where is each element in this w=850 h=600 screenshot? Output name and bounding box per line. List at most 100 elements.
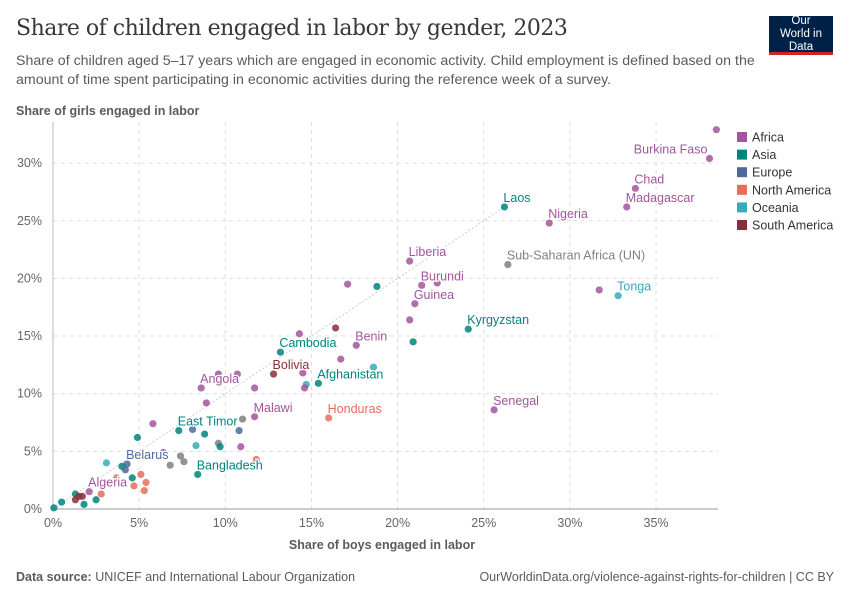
data-point bbox=[130, 482, 138, 490]
x-tick-label: 30% bbox=[557, 516, 582, 530]
source-label: Data source: bbox=[16, 570, 92, 584]
y-tick-label: 15% bbox=[17, 329, 42, 343]
data-point bbox=[214, 370, 223, 378]
data-point bbox=[128, 474, 136, 482]
point-label: Bolivia bbox=[273, 358, 310, 372]
point-label: Laos bbox=[503, 191, 530, 205]
x-tick-label: 15% bbox=[299, 516, 324, 530]
data-point bbox=[149, 420, 157, 428]
data-point bbox=[80, 500, 88, 508]
point-label: Cambodia bbox=[279, 336, 336, 350]
legend-swatch bbox=[737, 132, 747, 142]
point-label: Kyrgyzstan bbox=[467, 313, 529, 327]
data-point bbox=[58, 498, 66, 506]
data-point bbox=[113, 474, 121, 482]
y-tick-label: 10% bbox=[17, 387, 42, 401]
data-point bbox=[78, 492, 86, 500]
data-point bbox=[464, 325, 472, 333]
point-label: Sub-Saharan Africa (UN) bbox=[507, 249, 645, 263]
legend-swatch bbox=[737, 202, 747, 213]
data-point bbox=[369, 363, 378, 371]
data-point bbox=[235, 426, 243, 435]
data-point bbox=[595, 286, 603, 294]
point-label: Guinea bbox=[414, 288, 454, 302]
data-point bbox=[137, 470, 145, 479]
legend-swatch bbox=[737, 184, 747, 195]
source-url-link[interactable]: OurWorldinData.org/violence-against-righ… bbox=[479, 570, 834, 584]
data-point bbox=[202, 399, 210, 407]
data-point bbox=[166, 461, 174, 469]
legend-label: South America bbox=[752, 219, 833, 233]
data-point bbox=[197, 384, 205, 392]
data-point bbox=[406, 257, 414, 265]
logo-text: Our World in Data bbox=[780, 14, 822, 53]
point-label: Madagascar bbox=[626, 191, 695, 205]
legend-label: Oceania bbox=[752, 201, 799, 215]
point-label: Belarus bbox=[126, 448, 168, 462]
data-point bbox=[175, 426, 183, 435]
data-point bbox=[176, 452, 185, 460]
data-point bbox=[614, 292, 622, 300]
point-label: Chad bbox=[634, 172, 664, 186]
data-point bbox=[97, 490, 105, 498]
data-point bbox=[411, 300, 419, 308]
data-point bbox=[75, 492, 83, 500]
data-point bbox=[102, 459, 111, 467]
point-label: Bangladesh bbox=[197, 458, 263, 472]
data-point bbox=[418, 281, 426, 289]
data-point bbox=[269, 370, 278, 378]
source-text: UNICEF and International Labour Organiza… bbox=[95, 570, 356, 584]
data-point bbox=[159, 448, 167, 457]
point-label: Liberia bbox=[409, 245, 447, 259]
data-point bbox=[180, 458, 188, 466]
data-point bbox=[85, 488, 93, 496]
point-label: Burkina Faso bbox=[634, 142, 708, 156]
data-point bbox=[214, 439, 223, 447]
legend-label: Asia bbox=[752, 148, 776, 162]
point-label: Algeria bbox=[88, 476, 127, 490]
point-label: Benin bbox=[355, 329, 387, 343]
legend-label: Europe bbox=[752, 166, 792, 180]
data-point bbox=[295, 330, 303, 338]
legend-label: North America bbox=[752, 183, 831, 197]
point-label: Malawi bbox=[254, 401, 293, 415]
x-tick-label: 35% bbox=[644, 516, 669, 530]
data-point bbox=[233, 370, 241, 378]
point-label: Angola bbox=[200, 372, 239, 386]
data-point bbox=[250, 384, 259, 392]
data-point bbox=[252, 455, 260, 464]
reference-line bbox=[52, 197, 519, 510]
point-label: Nigeria bbox=[548, 207, 588, 221]
data-point bbox=[302, 380, 310, 389]
data-point bbox=[299, 369, 307, 377]
y-tick-label: 0% bbox=[24, 502, 42, 516]
data-point bbox=[132, 451, 140, 459]
x-tick-label: 5% bbox=[130, 516, 148, 530]
data-point bbox=[344, 280, 352, 288]
owid-logo[interactable]: Our World in Data bbox=[769, 14, 833, 55]
data-point bbox=[92, 496, 100, 504]
data-point bbox=[133, 433, 142, 442]
y-tick-label: 25% bbox=[17, 214, 42, 228]
data-point bbox=[631, 184, 639, 193]
data-point bbox=[406, 316, 414, 324]
data-point bbox=[238, 415, 247, 423]
chart-subtitle: Share of children aged 5–17 years which … bbox=[16, 53, 755, 88]
point-label: Honduras bbox=[328, 402, 382, 416]
data-point bbox=[325, 414, 333, 422]
data-point bbox=[121, 466, 129, 474]
x-tick-label: 0% bbox=[44, 516, 62, 530]
y-tick-label: 30% bbox=[17, 156, 42, 170]
data-point bbox=[118, 462, 126, 470]
data-point bbox=[250, 413, 259, 421]
x-tick-label: 25% bbox=[471, 516, 496, 530]
y-axis-label: Share of girls engaged in labor bbox=[16, 104, 200, 118]
data-point bbox=[331, 324, 340, 332]
data-point bbox=[216, 443, 224, 451]
data-point bbox=[705, 154, 714, 163]
data-point bbox=[188, 425, 197, 434]
data-point bbox=[623, 203, 631, 211]
data-point bbox=[71, 490, 79, 498]
chart-title: Share of children engaged in labor by ge… bbox=[16, 16, 568, 41]
